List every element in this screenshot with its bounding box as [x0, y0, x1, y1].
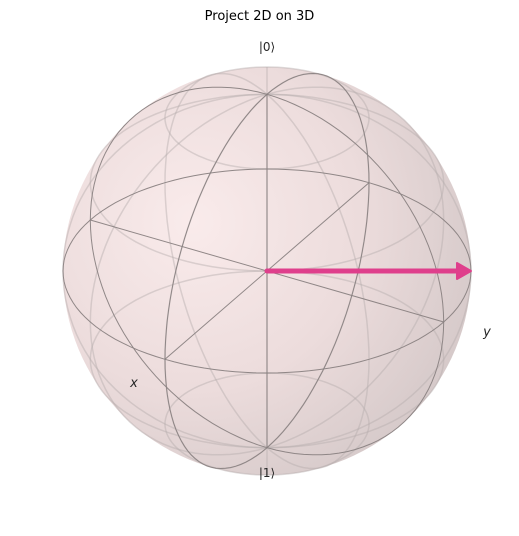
vector-arrowhead — [455, 261, 472, 280]
label-ket-one: |1⟩ — [259, 466, 275, 480]
label-x-axis: x — [129, 376, 138, 391]
chart-title: Project 2D on 3D — [205, 9, 315, 24]
label-ket-zero: |0⟩ — [259, 40, 275, 54]
label-y-axis: y — [482, 325, 491, 340]
state-vectors — [264, 261, 472, 280]
